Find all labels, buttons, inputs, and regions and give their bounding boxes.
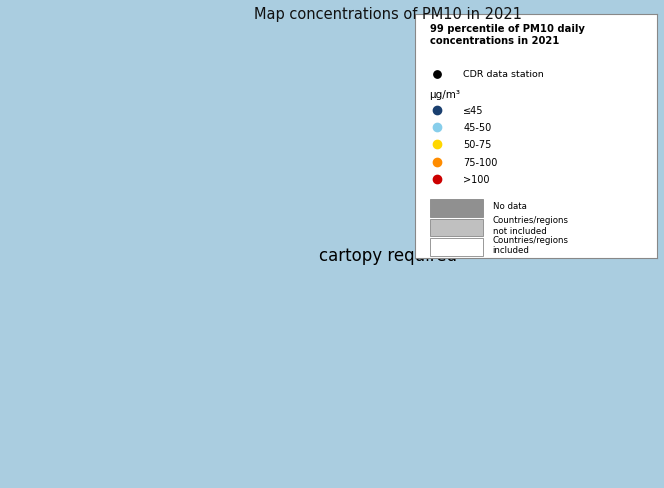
Text: 50-75: 50-75 (463, 140, 492, 150)
Text: 99 percentile of PM10 daily
concentrations in 2021: 99 percentile of PM10 daily concentratio… (430, 24, 584, 46)
Text: Countries/regions
included: Countries/regions included (493, 236, 568, 255)
Point (432, 107, 442, 115)
Text: Countries/regions
not included: Countries/regions not included (493, 216, 568, 235)
Text: cartopy required: cartopy required (319, 246, 457, 264)
Point (432, 142, 442, 149)
Point (432, 176, 442, 183)
Text: >100: >100 (463, 174, 490, 184)
Text: CDR data station: CDR data station (463, 70, 544, 79)
Text: μg/m³: μg/m³ (430, 90, 461, 100)
Text: Map concentrations of PM10 in 2021: Map concentrations of PM10 in 2021 (254, 7, 523, 22)
Bar (430, 200, 483, 217)
Point (432, 71, 442, 79)
Bar (430, 239, 483, 256)
Text: 75-100: 75-100 (463, 157, 498, 167)
Bar (430, 219, 483, 237)
Point (432, 124, 442, 132)
Text: ≤45: ≤45 (463, 106, 484, 116)
Text: No data: No data (493, 202, 527, 211)
Point (432, 159, 442, 166)
Text: 45-50: 45-50 (463, 123, 492, 133)
